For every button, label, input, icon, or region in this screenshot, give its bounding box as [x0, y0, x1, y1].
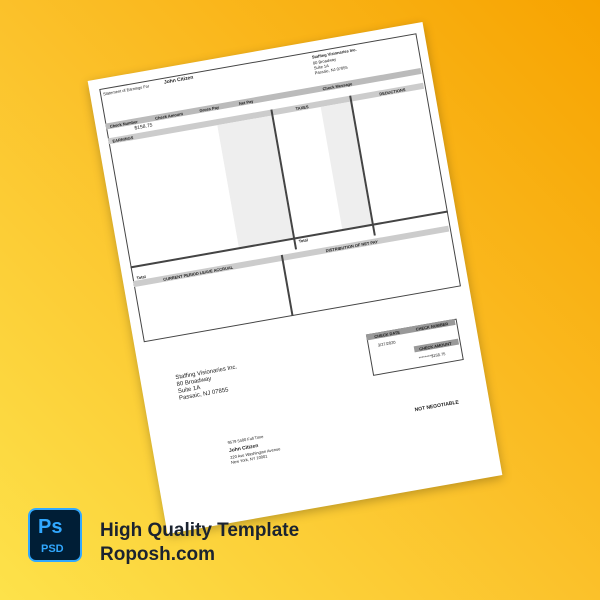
not-negotiable: NOT NEGOTIABLE: [414, 399, 460, 414]
site: Roposh.com: [100, 544, 216, 565]
paystub: Statement of Earnings For John Citizen S…: [87, 21, 503, 535]
ps-icon: Ps PSD: [28, 508, 82, 562]
psd-label: PSD: [41, 543, 64, 555]
headline: High Quality Template: [100, 520, 300, 541]
ps-label: Ps: [38, 516, 63, 538]
employee-line: 9579 5400 Full Time: [227, 433, 264, 446]
